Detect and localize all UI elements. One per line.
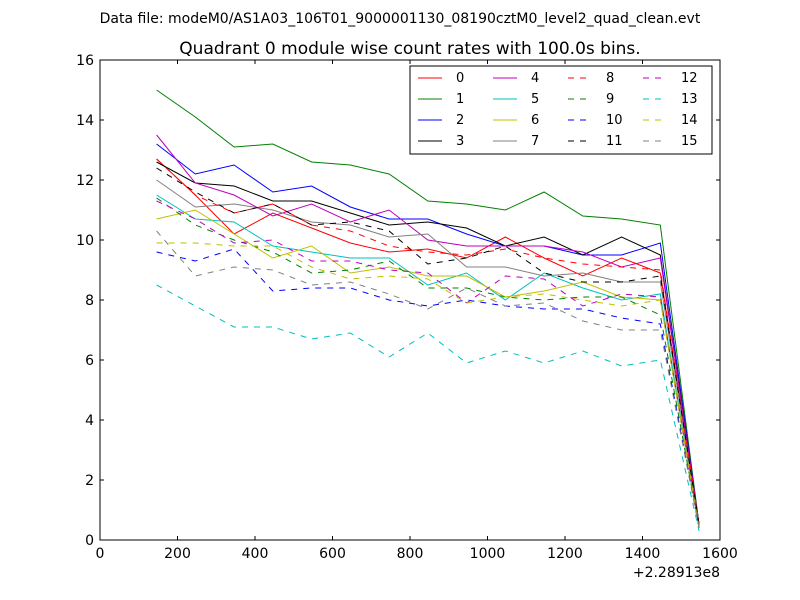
legend-label-12: 12 <box>681 71 698 86</box>
legend-label-0: 0 <box>456 71 464 86</box>
series-line-14 <box>156 242 700 529</box>
x-tick-label: 600 <box>319 546 346 562</box>
x-tick-label: 200 <box>164 546 191 562</box>
legend-label-5: 5 <box>531 92 539 107</box>
x-tick-label: 1200 <box>547 546 583 562</box>
y-tick-label: 6 <box>85 353 94 369</box>
series-line-3 <box>156 161 700 526</box>
x-offset-label: +2.28913e8 <box>633 565 720 581</box>
x-tick-label: 1000 <box>470 546 506 562</box>
x-tick-label: 0 <box>96 546 105 562</box>
legend-label-13: 13 <box>681 92 698 107</box>
legend-box <box>409 65 713 155</box>
legend-label-2: 2 <box>456 113 464 128</box>
series-line-15 <box>156 230 700 529</box>
series-line-2 <box>156 143 700 526</box>
axes-layer: 0 200 400 600 800 1000 1200 1400 160002468101214… <box>76 53 738 562</box>
y-tick-label: 0 <box>85 533 94 549</box>
legend-label-11: 11 <box>606 134 623 149</box>
legend-label-1: 1 <box>456 92 464 107</box>
series-line-11 <box>156 167 700 526</box>
series-line-10 <box>156 248 700 529</box>
series-line-5 <box>156 194 700 529</box>
x-tick-label: 800 <box>397 546 424 562</box>
legend-label-9: 9 <box>606 92 614 107</box>
legend-label-4: 4 <box>531 71 539 86</box>
series-line-4 <box>156 134 700 526</box>
series-layer <box>156 89 700 532</box>
legend-label-10: 10 <box>606 113 623 128</box>
legend-label-14: 14 <box>681 113 698 128</box>
legend-label-7: 7 <box>531 134 539 149</box>
y-tick-label: 12 <box>76 173 94 189</box>
series-line-12 <box>156 200 700 529</box>
y-tick-label: 14 <box>76 113 94 129</box>
y-tick-label: 16 <box>76 53 94 69</box>
series-line-7 <box>156 179 700 526</box>
legend-label-6: 6 <box>531 113 539 128</box>
series-line-1 <box>156 89 700 526</box>
legend-label-3: 3 <box>456 134 464 149</box>
y-tick-label: 10 <box>76 233 94 249</box>
series-line-9 <box>156 197 700 529</box>
y-tick-label: 8 <box>85 293 94 309</box>
legend-label-15: 15 <box>681 134 698 149</box>
x-tick-label: 400 <box>242 546 269 562</box>
chart-title: Quadrant 0 module wise count rates with … <box>179 39 640 59</box>
series-line-0 <box>156 158 700 526</box>
y-tick-label: 4 <box>85 413 94 429</box>
y-tick-label: 2 <box>85 473 94 489</box>
series-line-8 <box>156 158 700 526</box>
x-tick-label: 1400 <box>625 546 661 562</box>
figure-suptitle: Data file: modeM0/AS1A03_106T01_90000011… <box>100 11 701 27</box>
x-tick-label: 1600 <box>702 546 738 562</box>
legend-label-8: 8 <box>606 71 614 86</box>
series-line-13 <box>156 284 700 532</box>
